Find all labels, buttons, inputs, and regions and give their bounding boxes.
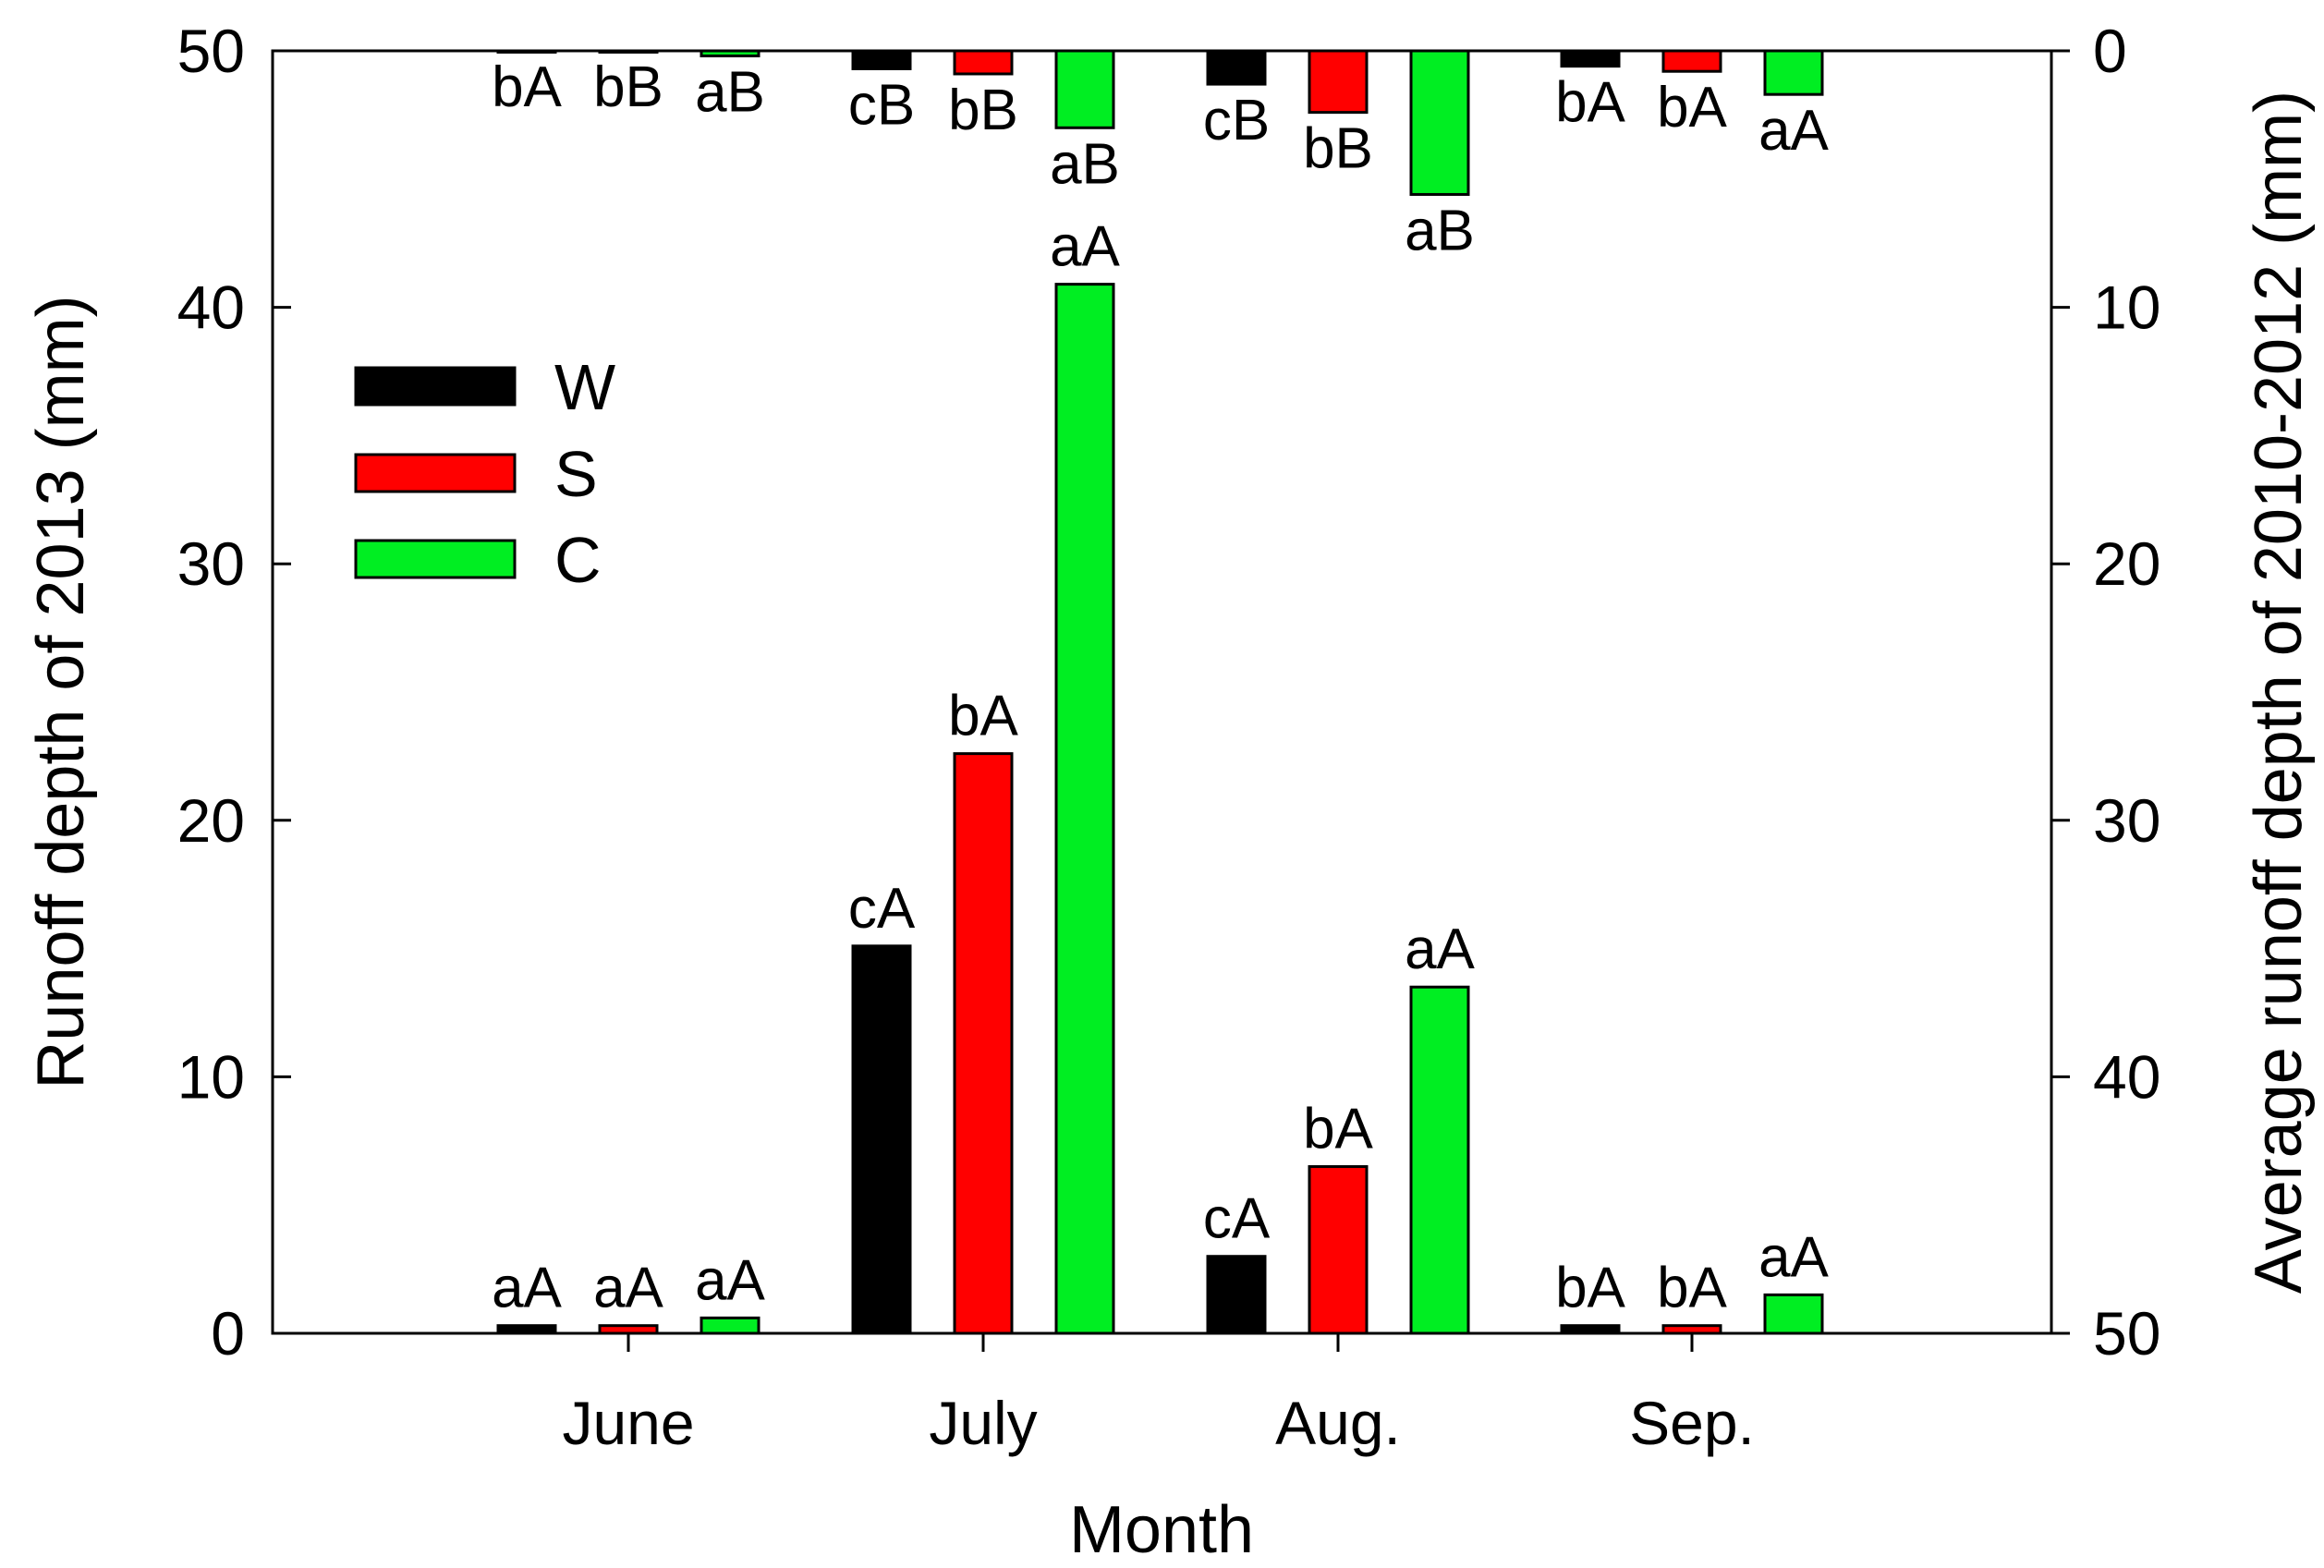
bar-label-2010-2012-C-1: aB — [1050, 132, 1120, 196]
legend-label-C: C — [554, 524, 602, 596]
x-tick-label-2: Aug. — [1275, 1389, 1401, 1457]
bar-2010-2012-C-3 — [1763, 49, 1824, 96]
bar-2013-S-1 — [953, 752, 1014, 1335]
x-tick-label-1: July — [929, 1389, 1037, 1457]
bar-2010-2012-C-2 — [1409, 49, 1470, 196]
bar-2010-2012-W-3 — [1560, 49, 1621, 68]
bar-2013-C-3 — [1763, 1293, 1824, 1335]
legend: WSC — [354, 351, 615, 596]
bar-2010-2012-S-3 — [1661, 49, 1722, 73]
bar-2010-2012-S-1 — [953, 49, 1014, 76]
right-tick-label-50: 50 — [2093, 1299, 2160, 1367]
left-y-axis-title: Runoff depth of 2013 (mm) — [24, 295, 98, 1088]
bar-2010-2012-C-1 — [1054, 49, 1115, 129]
bars-2013 — [496, 283, 1824, 1335]
bar-2010-2012-W-1 — [851, 49, 912, 70]
bar-label-2013-W-2: cA — [1203, 1187, 1271, 1251]
bar-label-2013-S-2: bA — [1303, 1098, 1373, 1161]
bar-label-2013-S-0: aA — [593, 1257, 663, 1320]
x-axis-title: Month — [1069, 1493, 1254, 1567]
bar-label-2010-2012-W-3: bA — [1555, 71, 1625, 135]
right-tick-label-20: 20 — [2093, 529, 2160, 598]
right-tick-label-10: 10 — [2093, 273, 2160, 342]
bar-2013-C-0 — [700, 1316, 760, 1335]
bar-2013-W-1 — [851, 944, 912, 1335]
right-y-axis-title: Average runoff depth of 2010-2012 (mm) — [2242, 91, 2316, 1294]
left-y-axis: 0 10 20 30 40 50 — [177, 17, 291, 1367]
bar-label-2010-2012-W-2: cB — [1203, 89, 1270, 152]
legend-label-W: W — [554, 351, 615, 423]
bar-2013-C-1 — [1054, 283, 1115, 1335]
legend-swatch-C — [354, 539, 517, 579]
x-axis: June July Aug. Sep. — [562, 1333, 1755, 1457]
bar-2013-C-2 — [1409, 985, 1470, 1335]
left-tick-label-10: 10 — [177, 1042, 245, 1111]
bar-label-2013-W-1: cA — [848, 877, 916, 941]
bar-label-2010-2012-S-1: bB — [948, 79, 1018, 142]
bar-labels: aA bA cA cB cA cB bA bA aA bB bA bB bA bB bA bA aA aB aA aB… — [492, 55, 1829, 1320]
left-tick-label-50: 50 — [177, 17, 245, 85]
right-tick-label-40: 40 — [2093, 1042, 2160, 1111]
bar-label-2013-W-0: aA — [492, 1257, 562, 1320]
bar-label-2010-2012-W-0: bA — [492, 55, 562, 119]
right-tick-label-0: 0 — [2093, 17, 2127, 85]
bar-label-2010-2012-W-1: cB — [848, 73, 915, 137]
legend-label-S: S — [554, 438, 598, 510]
bar-label-2013-C-1: aA — [1050, 215, 1120, 279]
bar-label-2010-2012-S-0: bB — [593, 55, 663, 119]
bar-2010-2012-W-2 — [1206, 49, 1267, 86]
left-tick-label-20: 20 — [177, 786, 245, 855]
bar-label-2010-2012-C-3: aA — [1758, 99, 1829, 163]
bar-label-2010-2012-S-2: bB — [1303, 117, 1373, 181]
bar-label-2013-S-3: bA — [1657, 1257, 1727, 1320]
bar-2013-W-2 — [1206, 1255, 1267, 1335]
left-tick-label-0: 0 — [211, 1299, 245, 1367]
left-tick-label-30: 30 — [177, 529, 245, 598]
x-tick-label-3: Sep. — [1629, 1389, 1755, 1457]
right-tick-label-30: 30 — [2093, 786, 2160, 855]
bar-label-2010-2012-C-2: aB — [1405, 199, 1475, 262]
bar-label-2013-C-3: aA — [1758, 1225, 1829, 1289]
right-y-axis: 0 10 20 30 40 50 — [2051, 17, 2160, 1367]
bar-2010-2012-S-2 — [1308, 49, 1369, 115]
bar-label-2013-C-2: aA — [1405, 918, 1475, 981]
bar-label-2010-2012-C-0: aB — [695, 61, 765, 125]
left-tick-label-40: 40 — [177, 273, 245, 342]
bar-label-2010-2012-S-3: bA — [1657, 76, 1727, 140]
bar-label-2013-W-3: bA — [1555, 1257, 1625, 1320]
bar-2013-S-2 — [1308, 1165, 1369, 1335]
x-tick-label-0: June — [562, 1389, 694, 1457]
legend-swatch-S — [354, 453, 517, 493]
legend-swatch-W — [354, 366, 517, 407]
plot-frame — [271, 49, 2053, 1335]
bar-label-2013-S-1: bA — [948, 685, 1018, 748]
bar-label-2013-C-0: aA — [695, 1248, 765, 1312]
